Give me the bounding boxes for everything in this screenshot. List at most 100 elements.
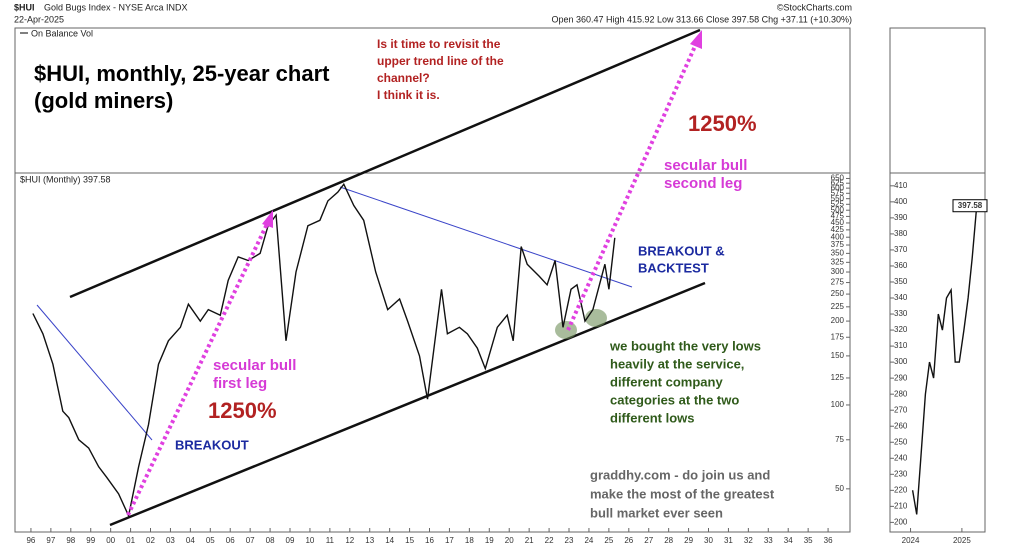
annotation-question: Is it time to revisit the — [377, 37, 501, 51]
x-tick-label: 07 — [246, 536, 255, 545]
y-tick-label: 50 — [835, 484, 844, 493]
x-tick-label: 26 — [624, 536, 633, 545]
annotation-bull: secular bull — [664, 157, 747, 174]
y-tick-label: 425 — [831, 225, 845, 234]
x-tick-label: 22 — [545, 536, 554, 545]
x-tick-label: 98 — [66, 536, 75, 545]
downtrend-1 — [36, 304, 153, 441]
y-tick-label: 225 — [831, 302, 845, 311]
last-value-box — [952, 199, 988, 213]
side-frame — [889, 27, 986, 533]
x-tick-label: 15 — [405, 536, 414, 545]
credit: ©StockCharts.com — [777, 2, 852, 12]
y-tick-label: 500 — [831, 205, 845, 214]
y-tick-label: 250 — [831, 289, 845, 298]
x-tick-label: 06 — [226, 536, 235, 545]
date: 22-Apr-2025 — [14, 14, 64, 24]
x-tick-label: 14 — [385, 536, 394, 545]
annotation-bought: different lows — [610, 410, 695, 425]
indicator-label: On Balance Vol — [31, 28, 93, 38]
x-tick-label: 29 — [684, 536, 693, 545]
low-marker — [555, 321, 577, 339]
x-tick-label: 28 — [664, 536, 673, 545]
y-tick-label: 240 — [894, 453, 908, 462]
x-tick-label: 08 — [266, 536, 275, 545]
last-value-label: 397.58 — [958, 201, 983, 210]
lower-channel — [109, 281, 706, 527]
y-tick-label: 325 — [831, 257, 845, 266]
price-line — [911, 205, 978, 515]
y-tick-label: 625 — [831, 178, 845, 187]
x-tick-label: 03 — [166, 536, 175, 545]
y-tick-label: 320 — [894, 325, 908, 334]
y-tick-label: 550 — [831, 194, 845, 203]
y-tick-label: 450 — [831, 218, 845, 227]
y-tick-label: 275 — [831, 278, 845, 287]
main-frame — [14, 27, 851, 533]
x-tick-label: 01 — [126, 536, 135, 545]
x-tick-label: 02 — [146, 536, 155, 545]
annotation-bought: categories at the two — [610, 392, 739, 407]
arrow-head — [262, 210, 273, 228]
low-marker — [585, 309, 607, 327]
annotation-gain: 1250% — [208, 398, 277, 423]
y-tick-label: 270 — [894, 405, 908, 414]
y-tick-label: 475 — [831, 212, 845, 221]
x-tick-label: 30 — [704, 536, 713, 545]
quote: Open 360.47 High 415.92 Low 313.66 Close… — [551, 14, 852, 24]
annotation-bull: second leg — [664, 175, 742, 192]
annotation-breakout: BACKTEST — [638, 260, 709, 275]
price-line — [32, 182, 616, 519]
annotation-gain: 1250% — [688, 111, 757, 136]
x-tick-label: 36 — [824, 536, 833, 545]
y-tick-label: 220 — [894, 485, 908, 494]
annotation-bull: secular bull — [213, 357, 296, 374]
y-tick-label: 200 — [894, 517, 908, 526]
x-tick-label: 31 — [724, 536, 733, 545]
y-tick-label: 75 — [835, 435, 844, 444]
y-tick-label: 300 — [894, 357, 908, 366]
y-tick-label: 125 — [831, 373, 845, 382]
y-tick-label: 340 — [894, 293, 908, 302]
y-tick-label: 290 — [894, 373, 908, 382]
x-tick-label: 23 — [565, 536, 574, 545]
x-tick-label: 2025 — [953, 536, 971, 545]
arrow-first-leg — [126, 221, 270, 516]
x-tick-label: 21 — [525, 536, 534, 545]
y-tick-label: 175 — [831, 332, 845, 341]
price-label: $HUI (Monthly) 397.58 — [20, 174, 111, 184]
annotation-bull: first leg — [213, 375, 267, 392]
x-tick-label: 34 — [784, 536, 793, 545]
x-tick-label: 32 — [744, 536, 753, 545]
overlays — [36, 28, 706, 527]
annotation-question: channel? — [377, 71, 430, 85]
x-tick-label: 25 — [604, 536, 613, 545]
annotation-bought: different company — [610, 374, 723, 389]
y-tick-label: 375 — [831, 240, 845, 249]
x-tick-label: 97 — [46, 536, 55, 545]
y-tick-label: 310 — [894, 341, 908, 350]
y-tick-label: 525 — [831, 199, 845, 208]
x-tick-label: 99 — [86, 536, 95, 545]
y-tick-label: 250 — [894, 437, 908, 446]
arrow-second-leg — [566, 43, 698, 331]
y-tick-label: 380 — [894, 229, 908, 238]
symbol: $HUI — [14, 2, 35, 12]
annotation-bought: we bought the very lows — [609, 338, 761, 353]
annotation-promo: graddhy.com - do join us and — [590, 467, 770, 482]
marks — [32, 182, 978, 519]
x-tick-label: 27 — [644, 536, 653, 545]
y-tick-label: 370 — [894, 245, 908, 254]
annotation-breakout: BREAKOUT & — [638, 243, 725, 258]
x-tick-label: 2024 — [902, 536, 920, 545]
index-name: Gold Bugs Index - NYSE Arca INDX — [44, 2, 188, 12]
annotation-bought: heavily at the service, — [610, 356, 744, 371]
annotation-promo: bull market ever seen — [590, 505, 723, 520]
y-tick-label: 650 — [831, 174, 845, 183]
x-tick-label: 20 — [505, 536, 514, 545]
annotation-title: (gold miners) — [34, 88, 173, 113]
annotation-title: $HUI, monthly, 25-year chart — [34, 61, 330, 86]
annotation-breakout: BREAKOUT — [175, 437, 249, 452]
